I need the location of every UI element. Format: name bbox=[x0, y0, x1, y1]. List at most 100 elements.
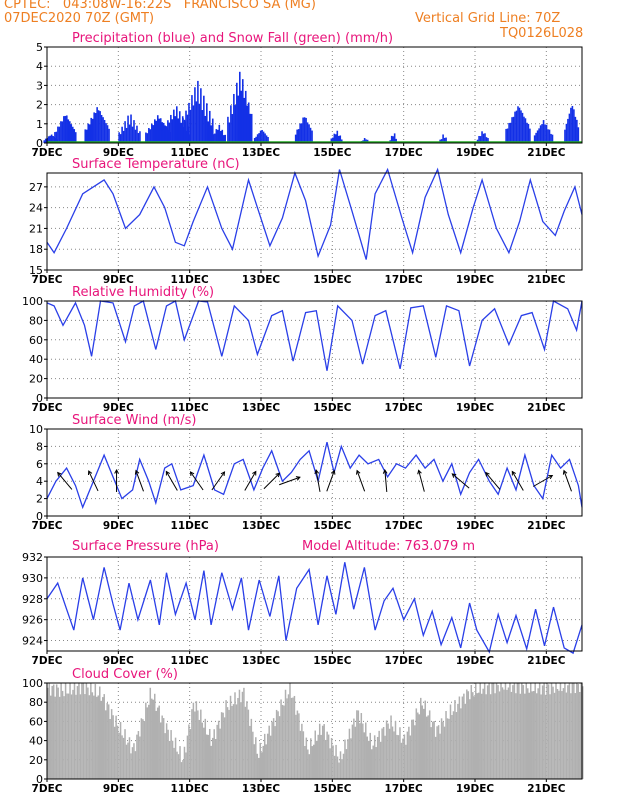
cloud-bar bbox=[532, 691, 535, 779]
y-tick-label: 100 bbox=[22, 677, 43, 690]
cloud-bar bbox=[164, 733, 166, 779]
cloud-bar bbox=[376, 736, 379, 779]
cloud-bar bbox=[403, 734, 406, 779]
precip-bar bbox=[240, 90, 243, 143]
cloud-bar bbox=[134, 751, 137, 779]
precip-bar bbox=[63, 116, 65, 143]
precip-bar bbox=[204, 115, 207, 143]
cloud-bar bbox=[206, 734, 208, 779]
cloud-bar bbox=[570, 693, 572, 779]
cloud-bar bbox=[379, 741, 382, 779]
wind-arrow bbox=[326, 469, 336, 492]
cloud-bar bbox=[537, 688, 539, 779]
cloud-bar bbox=[330, 737, 333, 779]
precip-bar bbox=[222, 135, 225, 143]
cloud-bar bbox=[137, 731, 140, 779]
cloud-bar bbox=[415, 708, 418, 779]
cloud-bar bbox=[483, 683, 486, 779]
cloud-bar bbox=[258, 757, 260, 779]
cloud-bar bbox=[440, 718, 443, 779]
precip-bar bbox=[339, 135, 342, 143]
x-tick-label: 17DEC bbox=[385, 274, 424, 286]
cloud-bar bbox=[189, 729, 192, 779]
wind-arrow bbox=[279, 476, 301, 486]
precip-bar bbox=[564, 129, 566, 143]
wind-arrow bbox=[263, 472, 281, 490]
cloud-bar bbox=[313, 744, 315, 779]
precip-bar bbox=[228, 122, 231, 143]
precip-bar bbox=[542, 120, 545, 143]
cloud-bar bbox=[452, 711, 455, 779]
x-tick-label: 7DEC bbox=[32, 274, 63, 286]
cloud-bar bbox=[320, 734, 322, 779]
precip-bar bbox=[505, 128, 507, 143]
y-tick-label: 40 bbox=[29, 353, 43, 366]
cloud-bar bbox=[266, 733, 269, 779]
cloud-bar bbox=[409, 735, 412, 779]
precip-bar bbox=[440, 139, 443, 143]
precip-bar bbox=[55, 131, 58, 143]
cloud-bar bbox=[428, 710, 431, 779]
precip-bar bbox=[100, 114, 103, 143]
cloud-bar bbox=[550, 683, 553, 779]
cloud-bar bbox=[283, 705, 285, 779]
cloud-bar bbox=[161, 715, 163, 779]
precip-bar bbox=[485, 137, 488, 143]
y-tick-label: 80 bbox=[29, 696, 43, 709]
cloud-bar bbox=[55, 684, 58, 779]
cloud-bar bbox=[225, 700, 227, 779]
precip-bar bbox=[482, 133, 485, 143]
precip-bar bbox=[300, 123, 303, 143]
cloud-bar bbox=[503, 689, 505, 779]
cloud-bar bbox=[211, 737, 214, 779]
cloud-bar bbox=[183, 746, 186, 779]
cloud-bar bbox=[281, 704, 284, 779]
precip-bar bbox=[73, 129, 76, 143]
x-tick-label: 7DEC bbox=[32, 402, 63, 414]
cloud-bar bbox=[445, 711, 447, 779]
cloud-bar bbox=[214, 739, 217, 779]
cloud-bar bbox=[207, 734, 209, 779]
cloud-bar bbox=[200, 709, 202, 779]
cloud-bar bbox=[547, 684, 550, 779]
cloud-bar bbox=[112, 715, 114, 779]
precip-bar bbox=[576, 119, 578, 143]
cloud-bar bbox=[425, 716, 428, 779]
cloud-bar bbox=[265, 744, 267, 779]
cloud-bar bbox=[133, 743, 135, 779]
x-tick-label: 15DEC bbox=[313, 274, 352, 286]
cloud-bar bbox=[329, 748, 331, 779]
cloud-bar bbox=[363, 732, 366, 779]
precip-bar bbox=[265, 135, 268, 143]
cloud-bar bbox=[384, 735, 386, 779]
y-tick-label: 15 bbox=[29, 264, 43, 277]
x-tick-label: 9DEC bbox=[103, 783, 134, 795]
cloud-bar bbox=[411, 719, 413, 779]
cloud-bar bbox=[321, 725, 324, 779]
precip-bar bbox=[267, 137, 269, 143]
precip-bar bbox=[509, 122, 512, 143]
precip-bar bbox=[262, 131, 265, 143]
x-tick-label: 19DEC bbox=[456, 783, 495, 795]
precip-bar bbox=[68, 121, 71, 143]
cloud-bar bbox=[100, 700, 102, 779]
precip-bar bbox=[64, 115, 67, 143]
cloud-bar bbox=[127, 742, 129, 779]
precip-bar bbox=[303, 117, 306, 143]
cloud-bar bbox=[241, 691, 244, 779]
cloud-bar bbox=[268, 725, 270, 779]
precip-bar bbox=[159, 118, 162, 143]
cloud-bar bbox=[250, 718, 253, 779]
precip-bar bbox=[60, 121, 62, 143]
precip-bar bbox=[392, 136, 394, 143]
cloud-bar bbox=[125, 744, 128, 779]
precip-bar bbox=[211, 118, 214, 143]
cloud-bar bbox=[414, 725, 416, 779]
precip-bar bbox=[130, 114, 132, 143]
cloud-bar bbox=[495, 683, 498, 779]
cloud-bar bbox=[373, 735, 376, 779]
cloud-bar bbox=[460, 708, 462, 779]
panel-title: Surface Temperature (nC) bbox=[72, 157, 240, 172]
precip-bar bbox=[155, 120, 158, 143]
cloud-bar bbox=[63, 696, 65, 779]
